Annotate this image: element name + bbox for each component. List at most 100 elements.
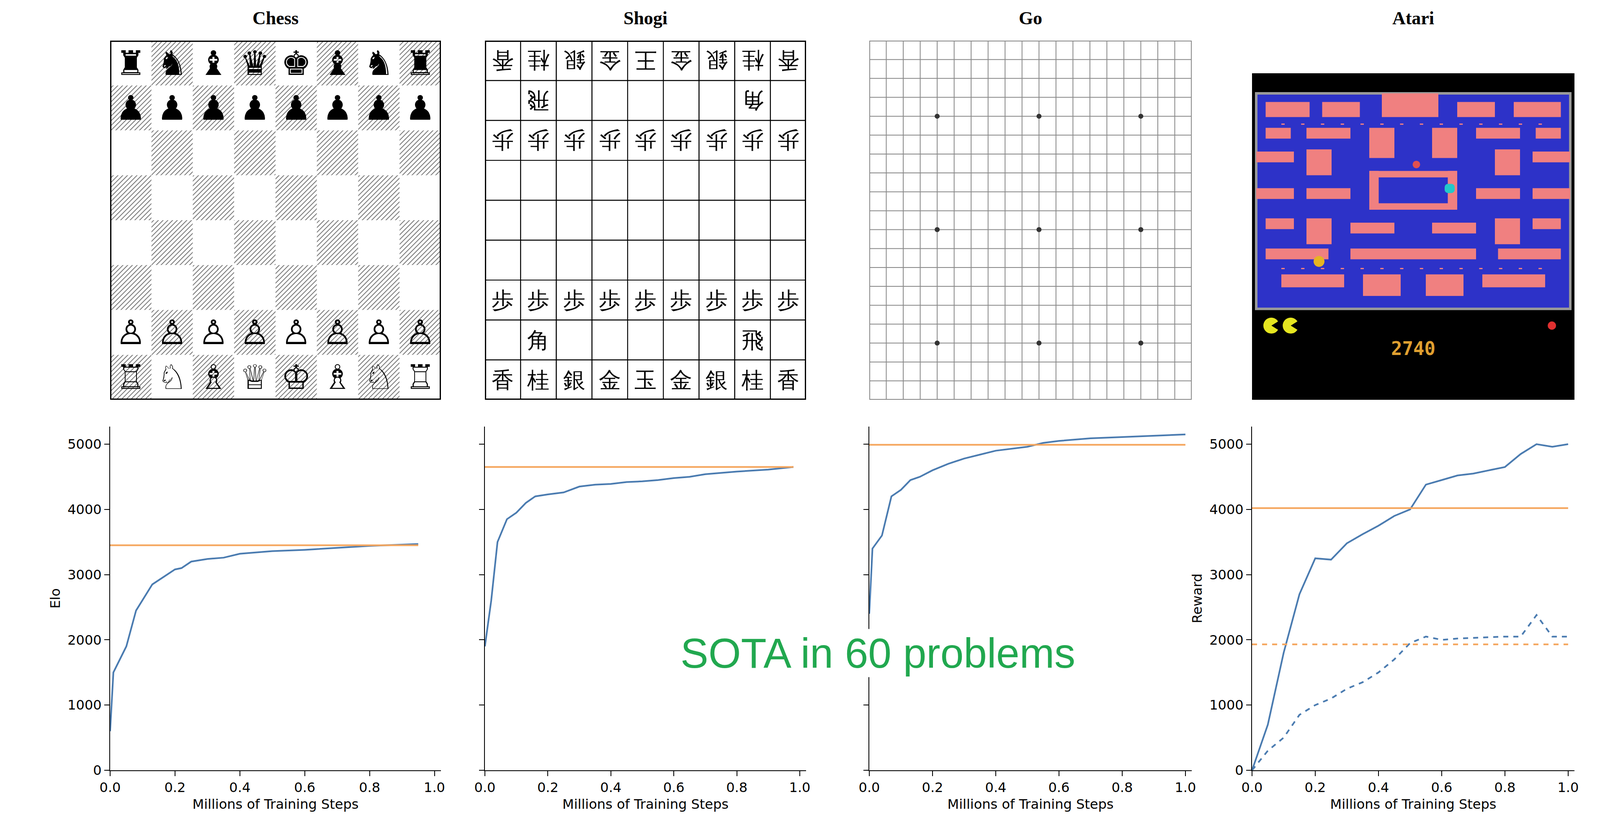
svg-text:歩: 歩 [669,287,693,313]
svg-text:SOTA in 60 problems: SOTA in 60 problems [680,629,1076,677]
svg-text:歩: 歩 [634,287,657,313]
svg-text:香: 香 [777,367,800,393]
svg-text:♙: ♙ [322,312,353,353]
svg-text:銀: 銀 [563,47,586,74]
svg-text:♟: ♟ [322,88,353,128]
svg-text:0.0: 0.0 [858,779,881,796]
svg-text:0.2: 0.2 [537,779,559,796]
svg-text:♟: ♟ [280,88,312,128]
svg-text:0.4: 0.4 [985,779,1007,796]
svg-text:金: 金 [598,367,621,393]
svg-text:角: 角 [741,87,764,114]
svg-text:♟: ♟ [239,88,271,128]
svg-text:4000: 4000 [67,501,102,518]
svg-text:♙: ♙ [239,312,271,353]
svg-text:飛: 飛 [527,87,550,114]
svg-text:0.6: 0.6 [1430,779,1453,796]
svg-text:♛: ♛ [239,43,271,83]
svg-text:♟: ♟ [404,88,436,128]
svg-text:♖: ♖ [115,357,147,397]
svg-text:♘: ♘ [363,357,395,397]
svg-text:0.4: 0.4 [229,779,251,796]
svg-text:0.0: 0.0 [1241,779,1263,796]
svg-text:0.2: 0.2 [922,779,944,796]
svg-text:♚: ♚ [280,43,312,83]
svg-text:1.0: 1.0 [423,779,446,796]
svg-text:Millions of Training Steps: Millions of Training Steps [192,796,359,813]
svg-text:0.8: 0.8 [1111,779,1133,796]
svg-text:金: 金 [669,367,693,393]
svg-text:歩: 歩 [598,127,621,154]
svg-text:0.6: 0.6 [663,779,685,796]
svg-text:♙: ♙ [115,312,147,353]
svg-text:0.8: 0.8 [726,779,748,796]
svg-text:Millions of Training Steps: Millions of Training Steps [1330,796,1497,813]
svg-text:♙: ♙ [363,312,395,353]
svg-text:2740: 2740 [1391,337,1436,360]
svg-text:歩: 歩 [598,287,621,313]
svg-text:1000: 1000 [67,697,102,714]
svg-text:♙: ♙ [404,312,436,353]
svg-text:0.4: 0.4 [600,779,622,796]
svg-text:0.4: 0.4 [1368,779,1390,796]
svg-text:Reward: Reward [1189,573,1206,624]
svg-text:角: 角 [527,327,550,353]
svg-text:歩: 歩 [741,287,764,313]
svg-text:♗: ♗ [322,357,353,397]
svg-text:歩: 歩 [705,287,728,313]
svg-text:0.2: 0.2 [1304,779,1327,796]
svg-text:金: 金 [598,47,621,74]
svg-text:歩: 歩 [777,287,800,313]
svg-text:桂: 桂 [526,367,550,393]
svg-text:香: 香 [777,47,800,74]
svg-text:4000: 4000 [1209,501,1244,518]
svg-text:♙: ♙ [157,312,188,353]
svg-text:♙: ♙ [198,312,230,353]
svg-text:桂: 桂 [741,47,765,74]
svg-text:0.0: 0.0 [99,779,122,796]
svg-text:♗: ♗ [198,357,230,397]
svg-text:2000: 2000 [67,632,102,649]
svg-text:Millions of Training Steps: Millions of Training Steps [562,796,729,813]
svg-text:0.6: 0.6 [293,779,316,796]
svg-text:桂: 桂 [741,367,764,393]
svg-text:歩: 歩 [669,127,693,154]
svg-text:♘: ♘ [157,357,188,397]
svg-text:0.0: 0.0 [474,779,496,796]
svg-text:0.8: 0.8 [358,779,381,796]
svg-text:♙: ♙ [280,312,312,353]
svg-text:銀: 銀 [705,47,728,74]
svg-text:1.0: 1.0 [1174,779,1196,796]
svg-text:歩: 歩 [634,127,657,154]
svg-text:♜: ♜ [115,43,147,83]
svg-text:銀: 銀 [563,367,586,393]
svg-text:3000: 3000 [67,566,102,583]
svg-text:♞: ♞ [363,43,395,83]
svg-text:桂: 桂 [527,47,550,74]
svg-text:銀: 銀 [705,367,728,393]
svg-text:1.0: 1.0 [1557,779,1579,796]
svg-text:1.0: 1.0 [789,779,811,796]
svg-text:♕: ♕ [239,357,271,397]
svg-text:玉: 玉 [634,367,657,393]
svg-text:♝: ♝ [198,43,230,83]
svg-text:♖: ♖ [404,357,436,397]
svg-text:金: 金 [669,47,693,74]
svg-text:香: 香 [491,367,514,393]
svg-text:♟: ♟ [115,88,147,128]
svg-text:歩: 歩 [741,127,764,154]
svg-text:♞: ♞ [157,43,188,83]
svg-text:♔: ♔ [280,357,312,397]
svg-text:王: 王 [634,47,657,74]
svg-text:0.2: 0.2 [164,779,186,796]
svg-text:3000: 3000 [1209,566,1244,583]
svg-text:歩: 歩 [491,127,514,154]
svg-text:♝: ♝ [322,43,353,83]
svg-text:0.8: 0.8 [1494,779,1516,796]
svg-text:0: 0 [92,762,102,779]
svg-text:歩: 歩 [563,287,586,313]
svg-text:♜: ♜ [404,43,436,83]
svg-text:香: 香 [491,47,514,74]
svg-text:飛: 飛 [741,327,764,353]
svg-text:歩: 歩 [491,287,514,313]
